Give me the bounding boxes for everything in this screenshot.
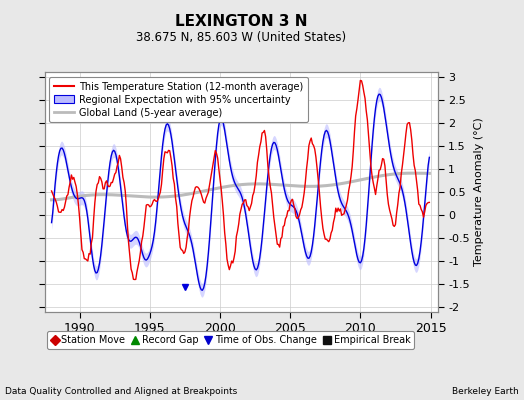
Text: Data Quality Controlled and Aligned at Breakpoints: Data Quality Controlled and Aligned at B…	[5, 387, 237, 396]
Legend: Station Move, Record Gap, Time of Obs. Change, Empirical Break: Station Move, Record Gap, Time of Obs. C…	[47, 331, 414, 349]
Y-axis label: Temperature Anomaly (°C): Temperature Anomaly (°C)	[474, 118, 484, 266]
Text: Berkeley Earth: Berkeley Earth	[452, 387, 519, 396]
Text: LEXINGTON 3 N: LEXINGTON 3 N	[175, 14, 307, 30]
Legend: This Temperature Station (12-month average), Regional Expectation with 95% uncer: This Temperature Station (12-month avera…	[49, 77, 308, 122]
Text: 38.675 N, 85.603 W (United States): 38.675 N, 85.603 W (United States)	[136, 32, 346, 44]
